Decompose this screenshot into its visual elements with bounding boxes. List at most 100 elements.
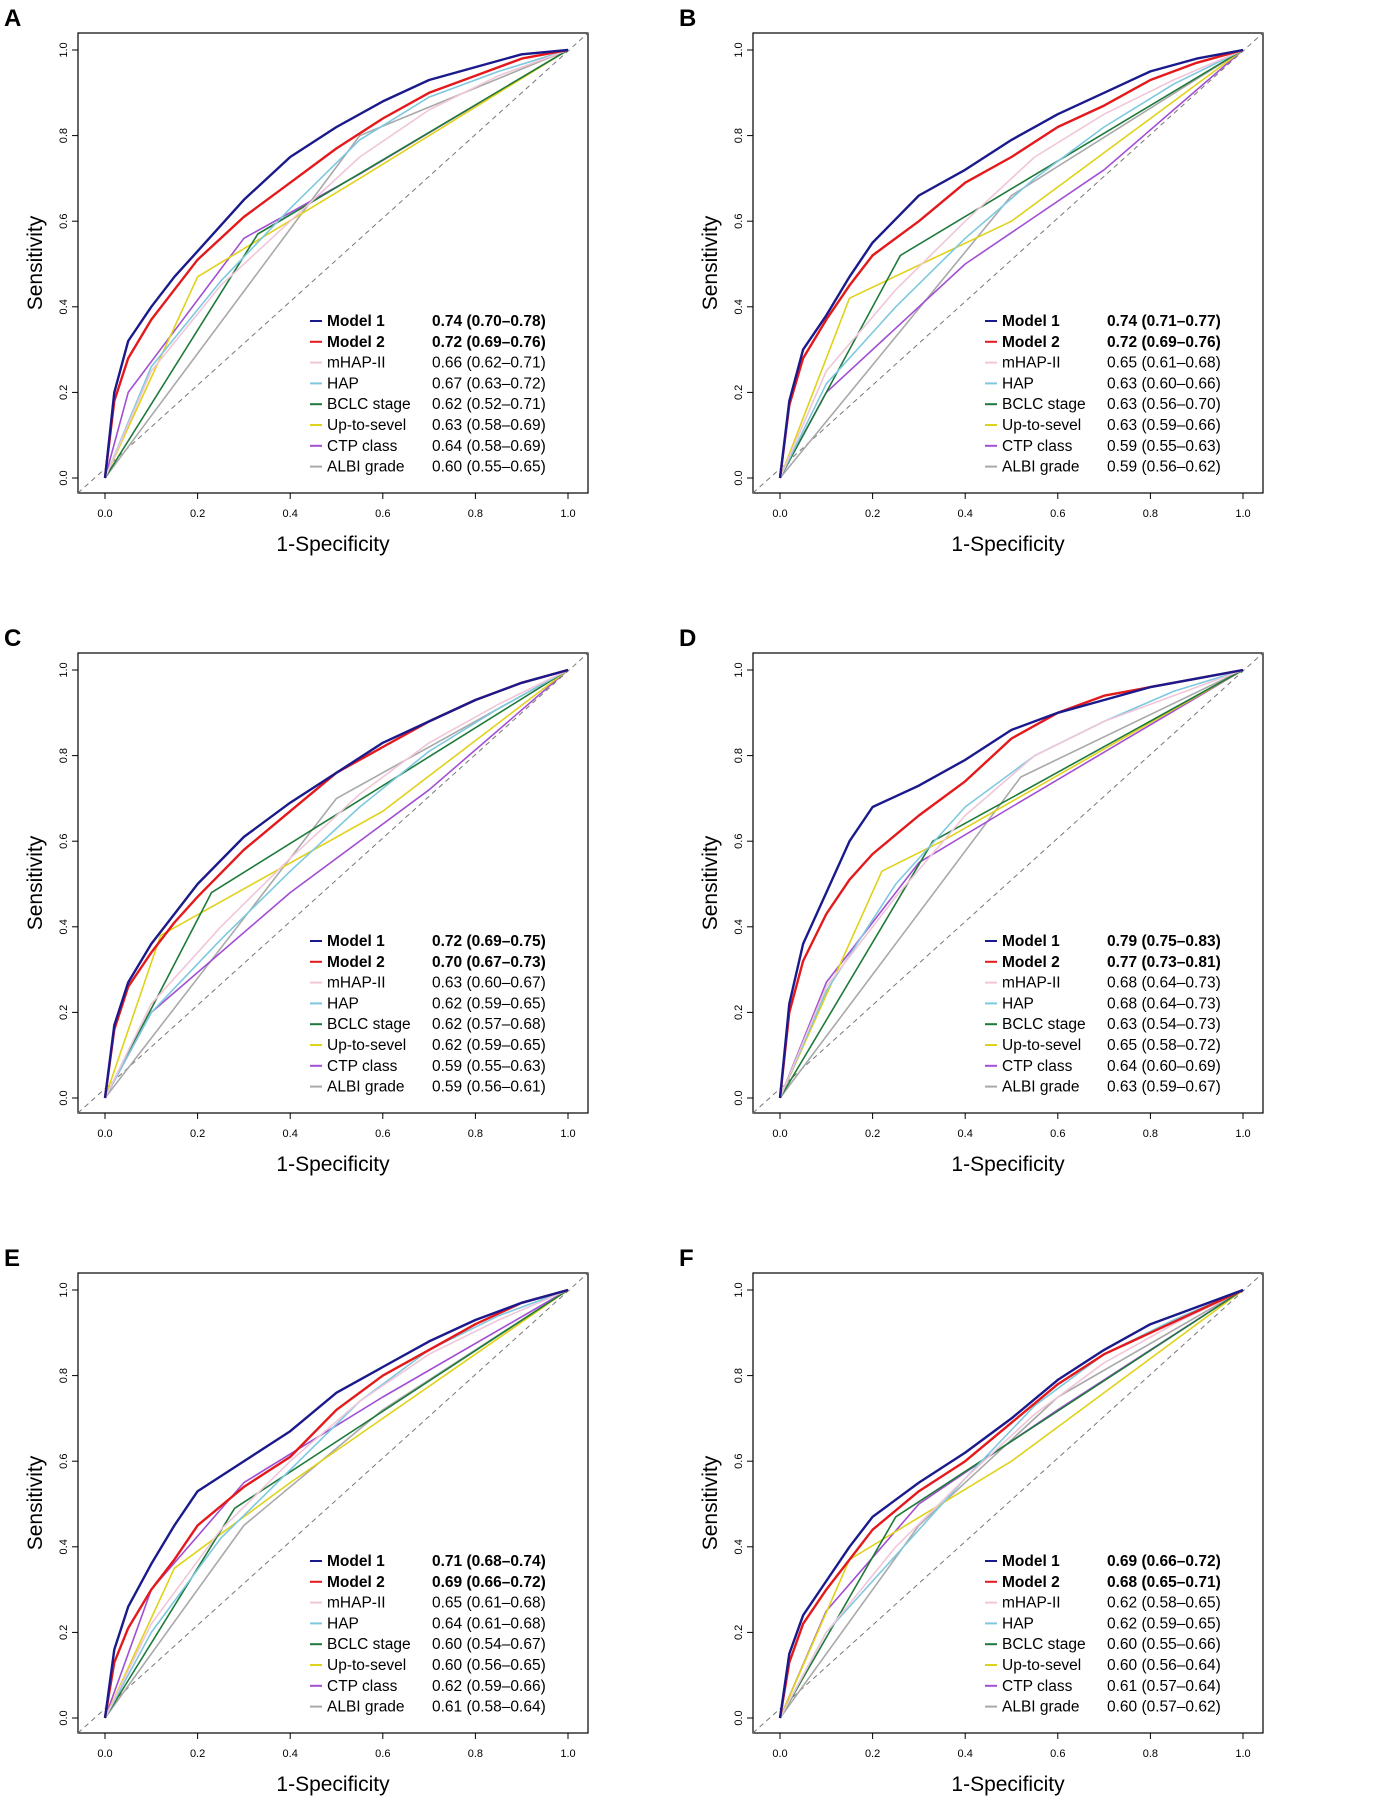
legend-name-bclc-stage: BCLC stage — [1002, 1016, 1086, 1033]
x-tick-label: 0.0 — [772, 508, 787, 520]
y-tick-label: 0.8 — [733, 128, 745, 143]
roc-curve-ctp-class — [779, 669, 1244, 1099]
y-tick-label: 1.0 — [733, 42, 745, 57]
roc-curve-albi-grade — [779, 49, 1244, 479]
y-tick-label: 0.0 — [733, 1090, 745, 1105]
x-tick-label: 0.6 — [1050, 1128, 1065, 1140]
legend-name-up-to-sevel: Up-to-sevel — [1002, 1657, 1081, 1674]
y-tick-label: 0.4 — [58, 299, 70, 314]
y-tick-label: 0.6 — [733, 1454, 745, 1469]
legend: Model 1 0.71 (0.68–0.74) Model 2 0.69 (0.66… — [310, 1553, 546, 1716]
legend-name-model-2: Model 2 — [327, 1574, 385, 1591]
legend-auc-ctp-class: 0.64 (0.60–0.69) — [1107, 1058, 1221, 1075]
legend-name-model-2: Model 2 — [1002, 1574, 1060, 1591]
legend-name-ctp-class: CTP class — [1002, 1678, 1073, 1695]
legend-auc-mhap-ii: 0.62 (0.58–0.65) — [1107, 1595, 1221, 1612]
legend-name-model-2: Model 2 — [1002, 954, 1060, 971]
roc-curve-model-2 — [778, 1288, 1244, 1719]
legend-auc-albi-grade: 0.61 (0.58–0.64) — [432, 1699, 546, 1716]
legend-name-bclc-stage: BCLC stage — [1002, 396, 1086, 413]
roc-curve-mhap-ii — [104, 49, 569, 479]
roc-curve-hap — [104, 49, 569, 479]
roc-curve-ctp-class — [779, 49, 1244, 479]
roc-curve-ctp-class — [104, 669, 569, 1099]
x-tick-label: 0.4 — [283, 508, 298, 520]
legend-auc-model-1: 0.71 (0.68–0.74) — [432, 1553, 546, 1570]
x-tick-label: 0.8 — [468, 508, 483, 520]
legend-name-up-to-sevel: Up-to-sevel — [327, 417, 406, 434]
roc-curve-bclc-stage — [779, 1289, 1244, 1719]
roc-curve-bclc-stage — [104, 1289, 569, 1719]
roc-curve-model-2 — [103, 668, 569, 1099]
y-tick-label: 0.8 — [58, 128, 70, 143]
panel-label-a: A — [4, 5, 21, 32]
x-axis-label: 1-Specificity — [951, 1773, 1065, 1796]
legend-auc-bclc-stage: 0.62 (0.57–0.68) — [432, 1016, 546, 1033]
plot-frame — [752, 1272, 1264, 1734]
legend-name-model-1: Model 1 — [327, 1553, 385, 1570]
legend-auc-ctp-class: 0.61 (0.57–0.64) — [1107, 1678, 1221, 1695]
y-tick-label: 1.0 — [58, 662, 70, 677]
legend-name-albi-grade: ALBI grade — [1002, 459, 1080, 476]
legend-auc-mhap-ii: 0.63 (0.60–0.67) — [432, 975, 546, 992]
x-tick-label: 1.0 — [560, 508, 575, 520]
legend-name-bclc-stage: BCLC stage — [1002, 1636, 1086, 1653]
roc-curve-model-1 — [778, 1288, 1244, 1719]
x-tick-label: 0.0 — [97, 1748, 112, 1760]
legend: Model 1 0.74 (0.70–0.78) Model 2 0.72 (0.69… — [310, 313, 546, 476]
legend: Model 1 0.79 (0.75–0.83) Model 2 0.77 (0.73… — [985, 933, 1221, 1096]
x-tick-label: 0.4 — [283, 1128, 298, 1140]
legend-auc-mhap-ii: 0.68 (0.64–0.73) — [1107, 975, 1221, 992]
legend-auc-model-2: 0.70 (0.67–0.73) — [432, 954, 546, 971]
y-axis-label: Sensitivity — [699, 1455, 722, 1550]
y-tick-label: 0.8 — [733, 748, 745, 763]
legend-auc-hap: 0.63 (0.60–0.66) — [1107, 375, 1221, 392]
legend-auc-bclc-stage: 0.60 (0.54–0.67) — [432, 1636, 546, 1653]
x-tick-label: 0.8 — [1143, 1748, 1158, 1760]
y-tick-label: 0.4 — [733, 1539, 745, 1554]
legend-name-up-to-sevel: Up-to-sevel — [327, 1657, 406, 1674]
x-tick-label: 0.2 — [865, 508, 880, 520]
legend-auc-up-to-sevel: 0.63 (0.59–0.66) — [1107, 417, 1221, 434]
panel-b: B 0.0 0.0 0.2 0.2 0.4 0.4 0.6 0.6 0.8 0.8 1.0 1.0 1-S… — [679, 5, 1264, 556]
roc-curve-hap — [779, 49, 1244, 479]
plot-frame — [752, 652, 1264, 1114]
roc-curve-mhap-ii — [104, 1289, 569, 1719]
x-tick-label: 0.4 — [283, 1748, 298, 1760]
y-tick-label: 0.2 — [733, 1625, 745, 1640]
x-tick-label: 0.0 — [772, 1128, 787, 1140]
x-tick-label: 0.4 — [958, 1128, 973, 1140]
roc-curve-up-to-sevel — [779, 1289, 1244, 1719]
x-tick-label: 0.2 — [865, 1128, 880, 1140]
plot-frame — [77, 32, 589, 494]
x-tick-label: 0.8 — [468, 1128, 483, 1140]
roc-curve-albi-grade — [779, 1289, 1244, 1719]
legend-auc-up-to-sevel: 0.60 (0.56–0.65) — [432, 1657, 546, 1674]
legend-name-ctp-class: CTP class — [1002, 1058, 1073, 1075]
roc-curve-mhap-ii — [779, 1289, 1244, 1719]
y-tick-label: 0.0 — [58, 1710, 70, 1725]
x-tick-label: 0.6 — [1050, 1748, 1065, 1760]
x-tick-label: 1.0 — [1235, 1748, 1250, 1760]
roc-curve-hap — [104, 1289, 569, 1719]
legend-name-hap: HAP — [1002, 1615, 1034, 1632]
legend-auc-bclc-stage: 0.62 (0.52–0.71) — [432, 396, 546, 413]
x-tick-label: 1.0 — [560, 1128, 575, 1140]
legend-auc-model-1: 0.74 (0.71–0.77) — [1107, 313, 1221, 330]
y-tick-label: 0.0 — [58, 470, 70, 485]
legend-name-hap: HAP — [327, 375, 359, 392]
panel-label-b: B — [679, 5, 696, 32]
x-tick-label: 1.0 — [560, 1748, 575, 1760]
x-tick-label: 0.0 — [97, 1128, 112, 1140]
roc-curve-model-2 — [103, 48, 569, 479]
panel-a: A 0.0 0.0 0.2 0.2 0.4 0.4 0.6 0.6 0.8 0.8 1.0 1.0 1-S… — [4, 5, 589, 556]
legend-name-model-1: Model 1 — [327, 933, 385, 950]
legend-name-mhap-ii: mHAP-II — [327, 355, 386, 372]
legend-auc-model-2: 0.72 (0.69–0.76) — [1107, 334, 1221, 351]
y-tick-label: 0.2 — [733, 1005, 745, 1020]
x-tick-label: 0.2 — [190, 1748, 205, 1760]
reference-diagonal — [752, 1272, 1264, 1734]
legend-name-albi-grade: ALBI grade — [327, 1699, 405, 1716]
y-tick-label: 0.6 — [58, 214, 70, 229]
legend-name-albi-grade: ALBI grade — [327, 459, 405, 476]
